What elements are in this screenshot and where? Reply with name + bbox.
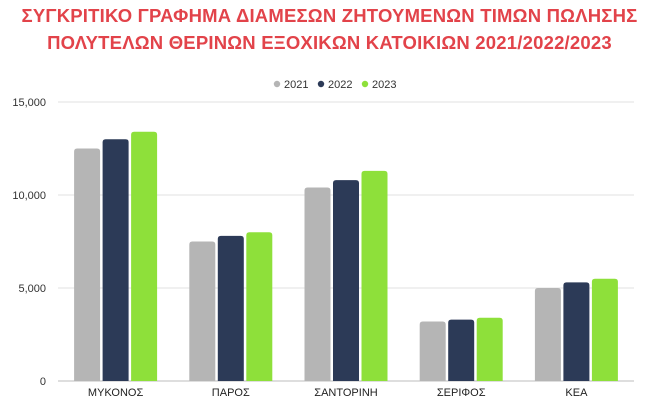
bar-2022-0 (102, 139, 129, 381)
x-category-label: ΠΑΡΟΣ (212, 387, 250, 399)
x-category-label: ΣΕΡΙΦΟΣ (437, 387, 486, 399)
y-tick-label: 10,000 (12, 190, 46, 202)
legend-label: 2023 (372, 79, 396, 91)
bar-2023-3 (476, 317, 503, 381)
bar-2022-3 (448, 319, 475, 381)
legend: 2021 2022 2023 (273, 79, 396, 91)
x-category-label: ΣΑΝΤΟΡΙΝΗ (314, 387, 377, 399)
bar-2023-2 (361, 170, 388, 381)
bar-2021-3 (419, 321, 446, 381)
bar-2023-0 (131, 131, 158, 381)
legend-marker (361, 80, 369, 88)
bar-2023-4 (591, 278, 618, 381)
bar-2021-4 (534, 288, 561, 381)
bar-2023-1 (246, 232, 273, 381)
legend-label: 2021 (284, 79, 308, 91)
bar-2022-1 (217, 235, 244, 381)
x-category-label: ΜΥΚΟΝΟΣ (88, 387, 144, 399)
bar-2021-1 (189, 241, 216, 381)
legend-marker (317, 80, 325, 88)
bar-2022-4 (563, 282, 590, 381)
y-tick-label: 0 (40, 376, 46, 388)
x-category-label: ΚΕΑ (565, 387, 588, 399)
chart-title-line-1: ΣΥΓΚΡΙΤΙΚΟ ΓΡΑΦΗΜΑ ΔΙΑΜΕΣΩΝ ΖΗΤΟΥΜΕΝΩΝ Τ… (21, 5, 638, 26)
bars (74, 131, 618, 381)
legend-label: 2022 (328, 79, 352, 91)
y-tick-label: 15,000 (12, 97, 46, 109)
bar-2022-2 (333, 180, 359, 381)
chart-title-line-2: ΠΟΛΥΤΕΛΩΝ ΘΕΡΙΝΩΝ ΕΞΟΧΙΚΩΝ ΚΑΤΟΙΚΙΩΝ 202… (47, 32, 612, 53)
legend-marker (273, 80, 281, 88)
x-axis-labels: ΜΥΚΟΝΟΣ ΠΑΡΟΣ ΣΑΝΤΟΡΙΝΗ ΣΕΡΙΦΟΣ ΚΕΑ (88, 387, 588, 399)
y-tick-label: 5,000 (18, 283, 46, 295)
bar-2021-0 (74, 148, 101, 381)
bar-2021-2 (304, 187, 331, 381)
y-axis-ticks: 0 5,000 10,000 15,000 (12, 97, 46, 388)
